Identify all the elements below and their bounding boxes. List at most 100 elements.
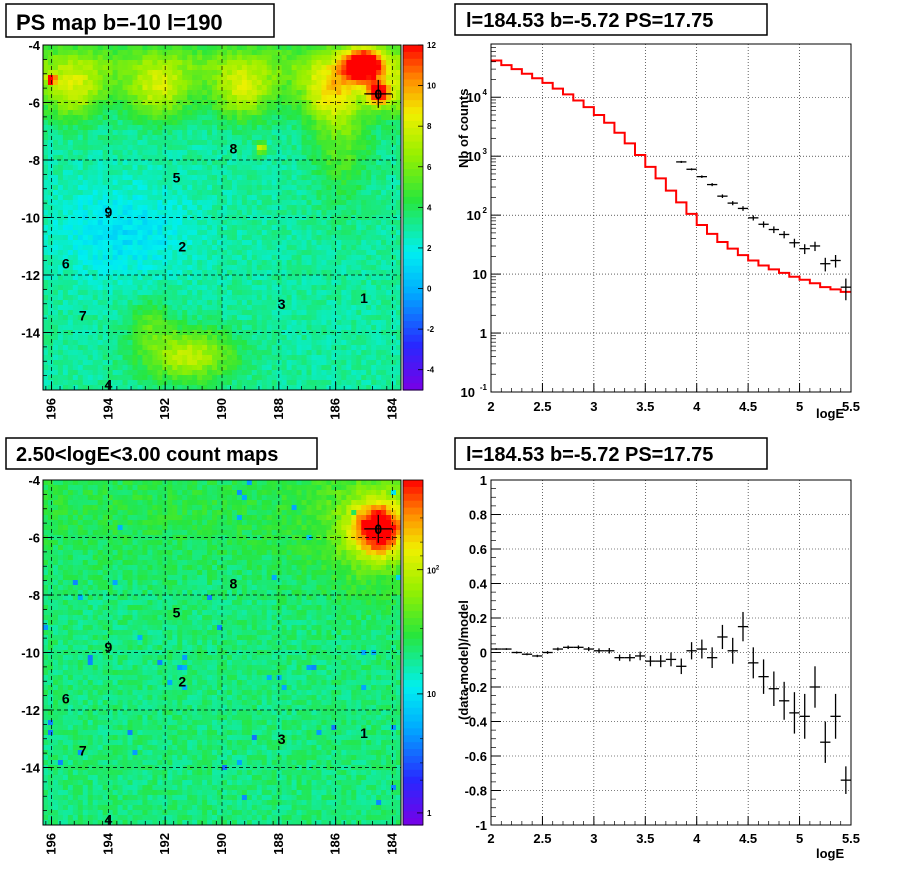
map-cell	[361, 190, 367, 196]
map-cell	[276, 380, 283, 386]
map-cell	[231, 105, 238, 111]
map-cell	[296, 100, 303, 106]
map-cell	[127, 115, 134, 121]
map-cell	[72, 240, 79, 246]
map-cell	[217, 240, 223, 246]
map-cell	[391, 355, 397, 361]
map-cell	[246, 240, 253, 246]
map-cell	[137, 360, 144, 366]
map-cell	[217, 235, 223, 241]
map-cell	[276, 100, 283, 106]
map-cell	[326, 325, 332, 331]
map-cell	[296, 145, 303, 151]
map-cell	[341, 295, 347, 301]
map-cell	[376, 320, 382, 326]
map-cell	[316, 150, 323, 156]
map-cell	[336, 175, 342, 181]
map-cell	[107, 200, 114, 206]
map-cell	[67, 305, 74, 311]
map-cell	[271, 280, 278, 286]
map-cell	[87, 155, 94, 161]
map-cell	[331, 360, 337, 366]
map-cell	[251, 125, 258, 131]
map-cell	[256, 290, 263, 296]
map-cell	[286, 80, 293, 86]
map-cell	[127, 45, 134, 51]
map-cell	[147, 105, 153, 111]
map-cell	[122, 250, 129, 256]
map-cell	[301, 185, 308, 191]
map-cell	[281, 95, 288, 101]
map-cell	[251, 275, 258, 281]
map-cell	[107, 335, 114, 341]
map-cell	[291, 320, 298, 326]
map-cell	[122, 185, 129, 191]
map-cell	[127, 310, 134, 316]
map-cell	[266, 255, 273, 261]
map-cell	[157, 255, 163, 261]
map-cell	[301, 255, 308, 261]
map-cell	[246, 120, 253, 126]
map-cell	[222, 320, 228, 326]
map-cell	[197, 180, 203, 186]
map-cell	[87, 165, 94, 171]
map-cell	[391, 90, 397, 96]
map-cell	[122, 160, 129, 166]
map-cell	[366, 145, 372, 151]
map-cell	[132, 220, 139, 226]
map-cell	[87, 230, 94, 236]
map-cell	[261, 175, 268, 181]
map-cell	[57, 285, 64, 291]
map-cell	[241, 115, 248, 121]
map-cell	[197, 230, 203, 236]
map-cell	[43, 350, 49, 356]
map-cell	[246, 370, 253, 376]
map-cell	[341, 85, 347, 91]
map-cell	[296, 365, 303, 371]
map-cell	[231, 285, 238, 291]
map-cell	[92, 135, 99, 141]
map-cell	[391, 145, 397, 151]
map-cell	[256, 345, 263, 351]
map-cell	[47, 305, 54, 311]
map-cell	[291, 165, 298, 171]
map-cell	[43, 320, 49, 326]
map-cell	[351, 150, 357, 156]
map-cell	[381, 360, 387, 366]
map-cell	[251, 95, 258, 101]
map-cell	[291, 170, 298, 176]
map-cell	[207, 120, 213, 126]
map-cell	[241, 60, 248, 66]
map-cell	[346, 335, 352, 341]
map-cell	[261, 345, 268, 351]
map-cell	[281, 155, 288, 161]
map-cell	[226, 305, 233, 311]
map-cell	[271, 225, 278, 231]
map-cell	[67, 265, 74, 271]
map-cell	[311, 260, 318, 266]
map-cell	[311, 230, 318, 236]
map-cell	[107, 85, 114, 91]
map-cell	[251, 90, 258, 96]
map-cell	[222, 220, 228, 226]
map-cell	[167, 345, 173, 351]
map-cell	[52, 285, 59, 291]
map-cell	[87, 235, 94, 241]
map-cell	[376, 45, 382, 51]
map-cell	[231, 355, 238, 361]
map-cell	[341, 225, 347, 231]
map-cell	[311, 305, 318, 311]
map-cell	[361, 45, 367, 51]
map-cell	[386, 150, 392, 156]
map-cell	[132, 380, 139, 386]
map-cell	[202, 140, 208, 146]
map-cell	[376, 50, 382, 56]
map-cell	[177, 90, 183, 96]
map-cell	[172, 210, 178, 216]
map-cell	[241, 290, 248, 296]
map-cell	[326, 135, 332, 141]
map-cell	[212, 145, 218, 151]
map-cell	[187, 215, 193, 221]
map-cell	[92, 370, 99, 376]
map-cell	[366, 200, 372, 206]
